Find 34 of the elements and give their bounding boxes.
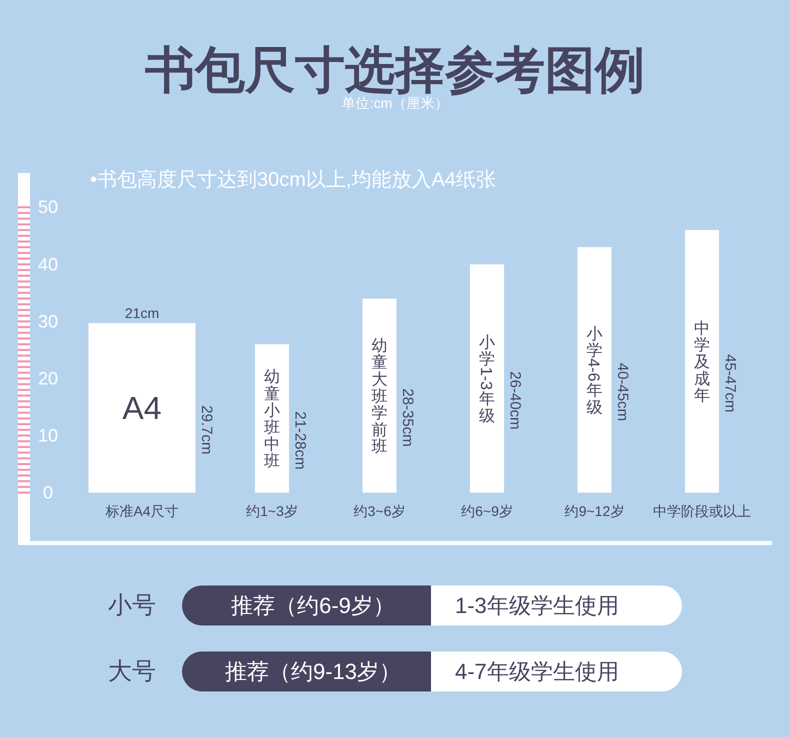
- value-label: 29.7cm: [198, 405, 215, 454]
- ytick-label: 10: [38, 426, 58, 446]
- subtitle: 单位:cm（厘米）: [342, 95, 448, 111]
- ytick-label: 0: [43, 482, 53, 503]
- ytick-label: 40: [38, 254, 58, 274]
- card-text: 推荐（约6-9岁）: [231, 593, 395, 618]
- bar-note: 幼童大班学前班: [372, 338, 388, 456]
- ytick-label: 30: [38, 311, 58, 332]
- ytick-label: 50: [38, 197, 58, 218]
- xtick-label: 约3~6岁: [354, 503, 406, 519]
- bar-note: 幼童小班中班: [264, 369, 280, 470]
- xtick-label: 约1~3岁: [246, 503, 298, 519]
- card-text: 推荐（约9-13岁）: [224, 659, 402, 684]
- value-label: 28-35cm: [399, 388, 416, 447]
- ytick-label: 20: [38, 368, 58, 388]
- bar-note: 小学4-6年级: [584, 326, 602, 416]
- value-label: 26-40cm: [506, 371, 524, 430]
- value-label: 40-45cm: [614, 362, 631, 422]
- xtick-label: 中学阶段或以上: [653, 503, 751, 519]
- bar-note: A4: [122, 390, 162, 426]
- value-label: 45-47cm: [722, 354, 738, 413]
- card-text: 4-7年级学生使用: [455, 659, 619, 684]
- xtick-label: 约9~12岁: [564, 503, 624, 519]
- card-label: 小号: [108, 592, 156, 619]
- xtick-label: 约6~9岁: [461, 503, 513, 519]
- xtick-label: 标准A4尺寸: [105, 503, 179, 519]
- note: •书包高度尺寸达到30cm以上,均能放入A4纸张: [90, 169, 496, 191]
- card-label: 大号: [108, 658, 156, 685]
- card-text: 1-3年级学生使用: [455, 593, 619, 618]
- value-label: 21-28cm: [292, 411, 308, 470]
- bar-note: 小学1-3年级: [477, 334, 495, 425]
- bar-note: 中学及成年: [694, 320, 710, 405]
- bar-end-note: 21cm: [124, 305, 160, 322]
- title: 书包尺寸选择参考图例: [145, 42, 645, 98]
